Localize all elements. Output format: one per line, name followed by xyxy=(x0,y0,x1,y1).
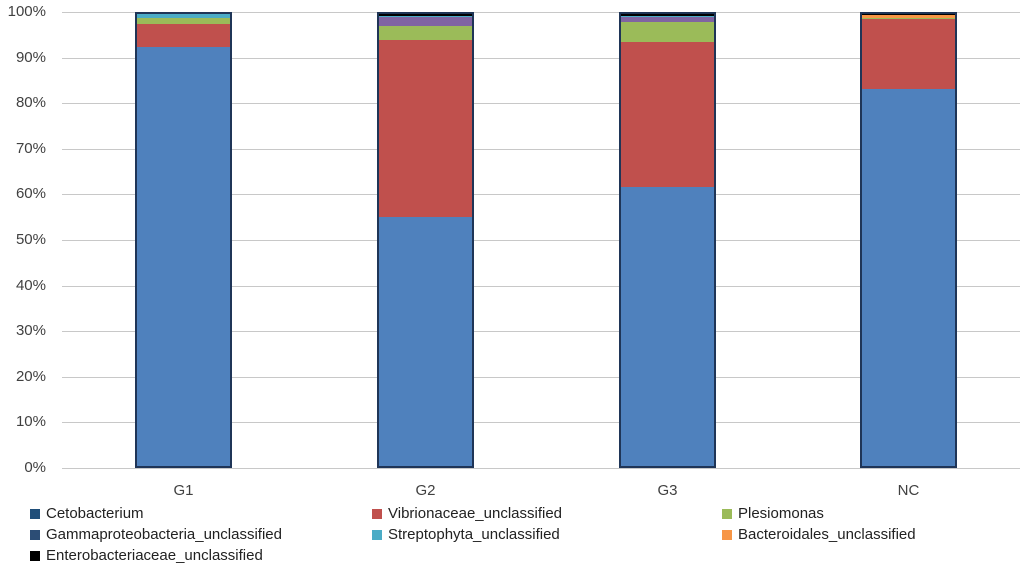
segment-enterobacteriaceae-unclassified xyxy=(862,14,955,16)
legend-swatch-icon xyxy=(372,508,382,519)
y-tick-label: 40% xyxy=(15,276,46,294)
x-tick-label: G2 xyxy=(415,482,436,499)
y-tick-label: 80% xyxy=(15,94,46,112)
gridline xyxy=(62,149,1020,150)
legend-item: Cetobacterium xyxy=(30,505,144,522)
segment-cetobacterium xyxy=(621,187,714,466)
legend-label: Cetobacterium xyxy=(46,505,144,522)
bar-g3 xyxy=(619,12,716,468)
segment-cetobacterium xyxy=(379,216,472,466)
gridline xyxy=(62,422,1020,423)
segment-vibrionaceae-unclassified xyxy=(621,41,714,188)
x-tick-label: G1 xyxy=(173,482,194,499)
legend-swatch-icon xyxy=(30,508,40,519)
segment-plesiomonas xyxy=(137,18,230,24)
segment-vibrionaceae-unclassified xyxy=(137,23,230,47)
legend-swatch-icon xyxy=(30,529,40,540)
y-tick-label: 70% xyxy=(15,139,46,157)
y-tick-label: 20% xyxy=(15,367,46,385)
segment-plesiomonas xyxy=(621,22,714,42)
gridline xyxy=(62,12,1020,13)
segment-enterobacteriaceae-unclassified xyxy=(621,14,714,16)
segment-gammaproteobacteria-unclassified xyxy=(379,16,472,26)
gridline xyxy=(62,240,1020,241)
x-tick-label: NC xyxy=(897,482,920,499)
legend-label: Vibrionaceae_unclassified xyxy=(388,505,563,522)
y-tick-label: 100% xyxy=(7,3,46,20)
y-tick-label: 0% xyxy=(24,459,46,476)
bar-g2 xyxy=(377,12,474,468)
gridline xyxy=(62,286,1020,287)
bar-g1 xyxy=(135,12,232,468)
gridline xyxy=(62,331,1020,332)
legend-item: Bacteroidales_unclassified xyxy=(722,526,916,543)
legend-label: Bacteroidales_unclassified xyxy=(738,526,916,543)
segment-plesiomonas xyxy=(379,25,472,40)
legend-item: Plesiomonas xyxy=(722,505,824,522)
gridline xyxy=(62,103,1020,104)
legend-label: Gammaproteobacteria_unclassified xyxy=(46,526,282,543)
legend-item: Vibrionaceae_unclassified xyxy=(372,505,562,522)
segment-enterobacteriaceae-unclassified xyxy=(379,14,472,16)
y-tick-label: 60% xyxy=(15,185,46,203)
legend-item: Enterobacteriaceae_unclassified xyxy=(30,547,263,564)
segment-plesiomonas xyxy=(862,17,955,19)
gridline xyxy=(62,377,1020,378)
gridline xyxy=(62,468,1020,469)
legend-label: Enterobacteriaceae_unclassified xyxy=(46,547,263,564)
legend-swatch-icon xyxy=(722,508,732,519)
segment-vibrionaceae-unclassified xyxy=(862,19,955,90)
segment-bacteroidales-unclassified xyxy=(862,15,955,18)
gridline xyxy=(62,58,1020,59)
segment-streptophyta-unclassified xyxy=(621,15,714,17)
legend-swatch-icon xyxy=(30,550,40,561)
y-tick-label: 10% xyxy=(15,413,46,431)
segment-streptophyta-unclassified xyxy=(137,14,230,19)
legend-item: Gammaproteobacteria_unclassified xyxy=(30,526,282,543)
gridline xyxy=(62,194,1020,195)
legend-label: Plesiomonas xyxy=(738,505,824,522)
legend-label: Streptophyta_unclassified xyxy=(388,526,560,543)
segment-streptophyta-unclassified xyxy=(379,15,472,17)
legend-item: Streptophyta_unclassified xyxy=(372,526,560,543)
y-tick-label: 30% xyxy=(15,322,46,340)
legend-swatch-icon xyxy=(722,529,732,540)
segment-cetobacterium xyxy=(862,89,955,466)
segment-gammaproteobacteria-unclassified xyxy=(621,16,714,23)
legend-swatch-icon xyxy=(372,529,382,540)
y-tick-label: 50% xyxy=(15,231,46,248)
segment-cetobacterium xyxy=(137,46,230,466)
y-tick-label: 90% xyxy=(15,48,46,66)
segment-vibrionaceae-unclassified xyxy=(379,39,472,217)
bar-nc xyxy=(860,12,957,468)
x-tick-label: G3 xyxy=(657,482,678,499)
